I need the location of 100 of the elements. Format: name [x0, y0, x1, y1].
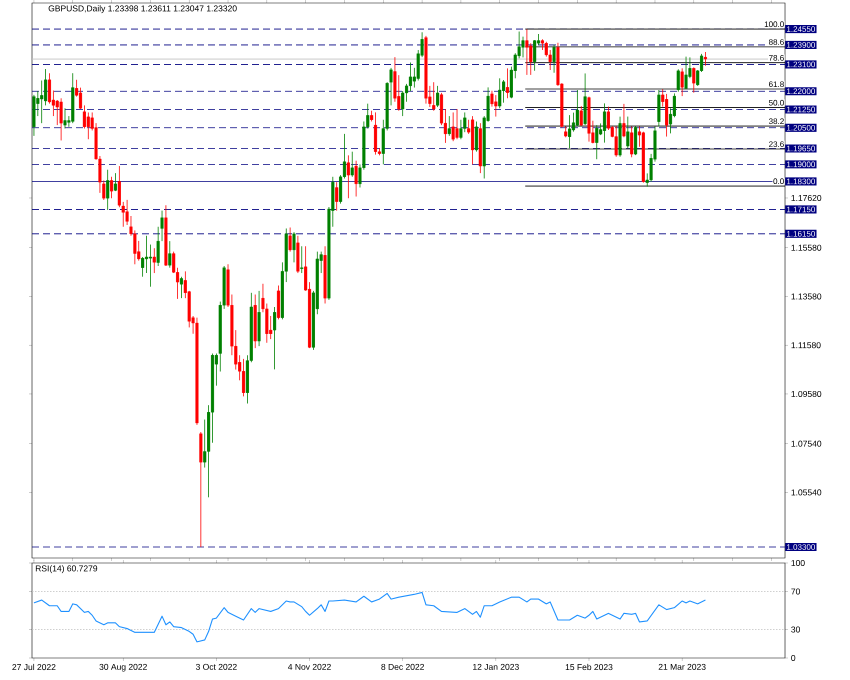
candlestick: [118, 166, 121, 208]
candlestick: [346, 154, 350, 199]
x-tick-label: 4 Nov 2022: [288, 664, 331, 670]
candlestick: [60, 98, 63, 141]
ref-line-label: 1.18300: [787, 178, 816, 184]
candlestick: [78, 87, 82, 110]
y-tick-label: 1.15580: [792, 244, 822, 251]
annotation: 0.0: [773, 178, 784, 184]
candlestick: [160, 210, 164, 242]
ref-line-label: 1.03300: [787, 544, 816, 550]
candlestick: [152, 248, 156, 274]
candlestick: [568, 114, 572, 149]
annotation: 38.2: [768, 118, 784, 124]
y-tick-label: 0: [791, 654, 796, 662]
candlestick: [86, 112, 90, 140]
chart-title: GBPUSD,Daily 1.23398 1.23611 1.23047 1.23320: [48, 5, 237, 14]
ref-line-label: 1.16150: [787, 230, 816, 237]
y-tick-label: 100: [792, 560, 805, 566]
candlestick: [114, 172, 118, 192]
candlestick: [242, 358, 246, 397]
y-tick-label: 1.07540: [792, 440, 822, 447]
candlestick: [602, 103, 606, 144]
candlestick: [300, 246, 304, 274]
candlestick: [521, 36, 525, 58]
candlestick: [630, 126, 634, 158]
candlestick: [595, 124, 598, 160]
ref-line-label: 1.19650: [787, 146, 816, 152]
candlestick: [455, 108, 459, 140]
candlestick: [448, 116, 451, 136]
candlestick: [106, 169, 110, 210]
candlestick: [48, 72, 52, 104]
candlestick: [180, 276, 183, 299]
candlestick: [580, 106, 583, 126]
ref-line-label: 1.17150: [787, 206, 816, 212]
candlestick: [506, 68, 510, 99]
annotation: 78.6: [769, 55, 784, 61]
candlestick: [564, 126, 568, 138]
candlestick: [692, 66, 696, 94]
candlestick: [40, 80, 44, 124]
candlestick: [704, 52, 707, 66]
annotation: 61.8: [769, 81, 784, 88]
annotation: 50.0: [768, 100, 784, 106]
candlestick: [626, 116, 630, 149]
candlestick: [680, 68, 684, 96]
candlestick: [459, 119, 462, 140]
candlestick: [502, 80, 506, 104]
candlestick: [110, 176, 114, 199]
candlestick: [288, 227, 292, 252]
candlestick: [408, 62, 412, 92]
chart-title: RSI(14) 60.7279: [36, 565, 98, 574]
x-tick-label: 30 Aug 2022: [99, 664, 147, 672]
candlestick: [498, 78, 502, 109]
annotation: 88.6: [768, 39, 784, 45]
x-tick-label: 3 Oct 2022: [196, 664, 237, 670]
candlestick: [436, 85, 440, 108]
ref-line-label: 1.20500: [787, 124, 816, 131]
candlestick: [82, 104, 86, 129]
ref-line-label: 1.23900: [787, 42, 816, 48]
candlestick: [350, 151, 354, 178]
candlestick: [490, 90, 494, 107]
candlestick: [354, 160, 358, 197]
candlestick: [494, 94, 498, 117]
candlestick: [684, 56, 688, 90]
y-tick-label: 30: [791, 626, 800, 633]
x-tick-label: 15 Feb 2023: [566, 664, 612, 670]
candlestick: [622, 104, 626, 138]
ref-line-label: 1.24550: [787, 26, 816, 32]
y-tick-label: 1.09580: [792, 390, 822, 397]
ref-line-label: 1.19000: [787, 162, 816, 168]
candlestick: [168, 240, 172, 268]
candlestick: [452, 112, 455, 142]
candlestick: [552, 44, 556, 74]
line-series: [33, 592, 706, 642]
x-tick-label: 21 Mar 2023: [658, 664, 706, 670]
candlestick: [676, 68, 680, 92]
candlestick: [63, 108, 67, 129]
candlestick: [122, 201, 125, 228]
y-tick-label: 1.11580: [792, 342, 821, 348]
ref-line-label: 1.21250: [787, 106, 816, 112]
x-tick-label: 27 Jul 2022: [12, 664, 56, 670]
candlestick: [156, 226, 160, 266]
x-tick-label: 8 Dec 2022: [381, 664, 424, 670]
y-tick-label: 1.13580: [792, 293, 822, 300]
y-tick-label: 1.05540: [792, 489, 822, 496]
candlestick: [44, 68, 48, 106]
annotation: 100.0: [764, 21, 784, 28]
candlestick: [525, 28, 528, 76]
candlestick: [474, 121, 478, 152]
candlestick: [292, 232, 296, 263]
ref-line-label: 1.22000: [787, 88, 816, 94]
ref-line-label: 1.23100: [787, 62, 816, 68]
candlestick: [432, 82, 436, 112]
y-tick-label: 70: [791, 588, 800, 595]
candlestick: [144, 235, 148, 274]
candlestick: [614, 126, 618, 158]
candlestick: [335, 182, 338, 212]
x-tick-label: 12 Jan 2023: [473, 664, 519, 670]
candlestick: [148, 244, 152, 288]
candlestick: [273, 306, 276, 370]
annotation: 23.6: [769, 141, 784, 147]
